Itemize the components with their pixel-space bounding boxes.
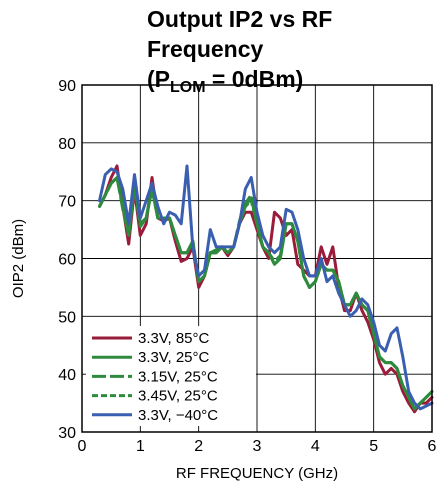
x-tick-label: 4: [311, 438, 320, 455]
y-tick-labels: 30 40 50 60 70 80 90: [58, 78, 76, 442]
y-tick-label: 40: [58, 367, 76, 384]
series-line-4: [98, 176, 434, 411]
x-tick-label: 5: [369, 438, 378, 455]
x-tick-label: 2: [194, 438, 203, 455]
legend-label: 3.3V, −40°C: [138, 407, 218, 424]
y-tick-label: 60: [58, 252, 76, 269]
chart-title-line2: (PLOM = 0dBm): [147, 64, 442, 103]
x-tick-labels: 0 1 2 3 4 5 6: [78, 438, 437, 455]
y-axis-label: OIP2 (dBm): [10, 219, 27, 298]
y-tick-label: 70: [58, 194, 76, 211]
chart-title-suffix: = 0dBm): [205, 66, 304, 92]
y-tick-label: 80: [58, 136, 76, 153]
chart-title-line1: Output IP2 vs RF Frequency: [147, 6, 333, 62]
chart-title-subscript: LOM: [170, 79, 206, 96]
x-tick-label: 0: [78, 438, 87, 455]
x-tick-label: 3: [253, 438, 262, 455]
chart-title: Output IP2 vs RF Frequency (PLOM = 0dBm): [147, 4, 442, 103]
legend-label: 3.45V, 25°C: [138, 388, 218, 405]
x-axis-label: RF FREQUENCY (GHz): [176, 465, 338, 482]
x-tick-label: 6: [428, 438, 437, 455]
legend-label: 3.3V, 25°C: [138, 349, 209, 366]
y-tick-label: 90: [58, 78, 76, 95]
series-lines: [98, 164, 434, 414]
x-tick-label: 1: [136, 438, 145, 455]
legend-label: 3.3V, 85°C: [138, 330, 209, 347]
y-tick-label: 50: [58, 309, 76, 326]
y-tick-label: 30: [58, 425, 76, 442]
legend: 3.3V, 85°C 3.3V, 25°C 3.15V, 25°C 3.45V, 25…: [92, 330, 218, 424]
plot-frame: [81, 84, 433, 433]
series-line-5: [98, 164, 434, 411]
legend-label: 3.15V, 25°C: [138, 368, 218, 385]
